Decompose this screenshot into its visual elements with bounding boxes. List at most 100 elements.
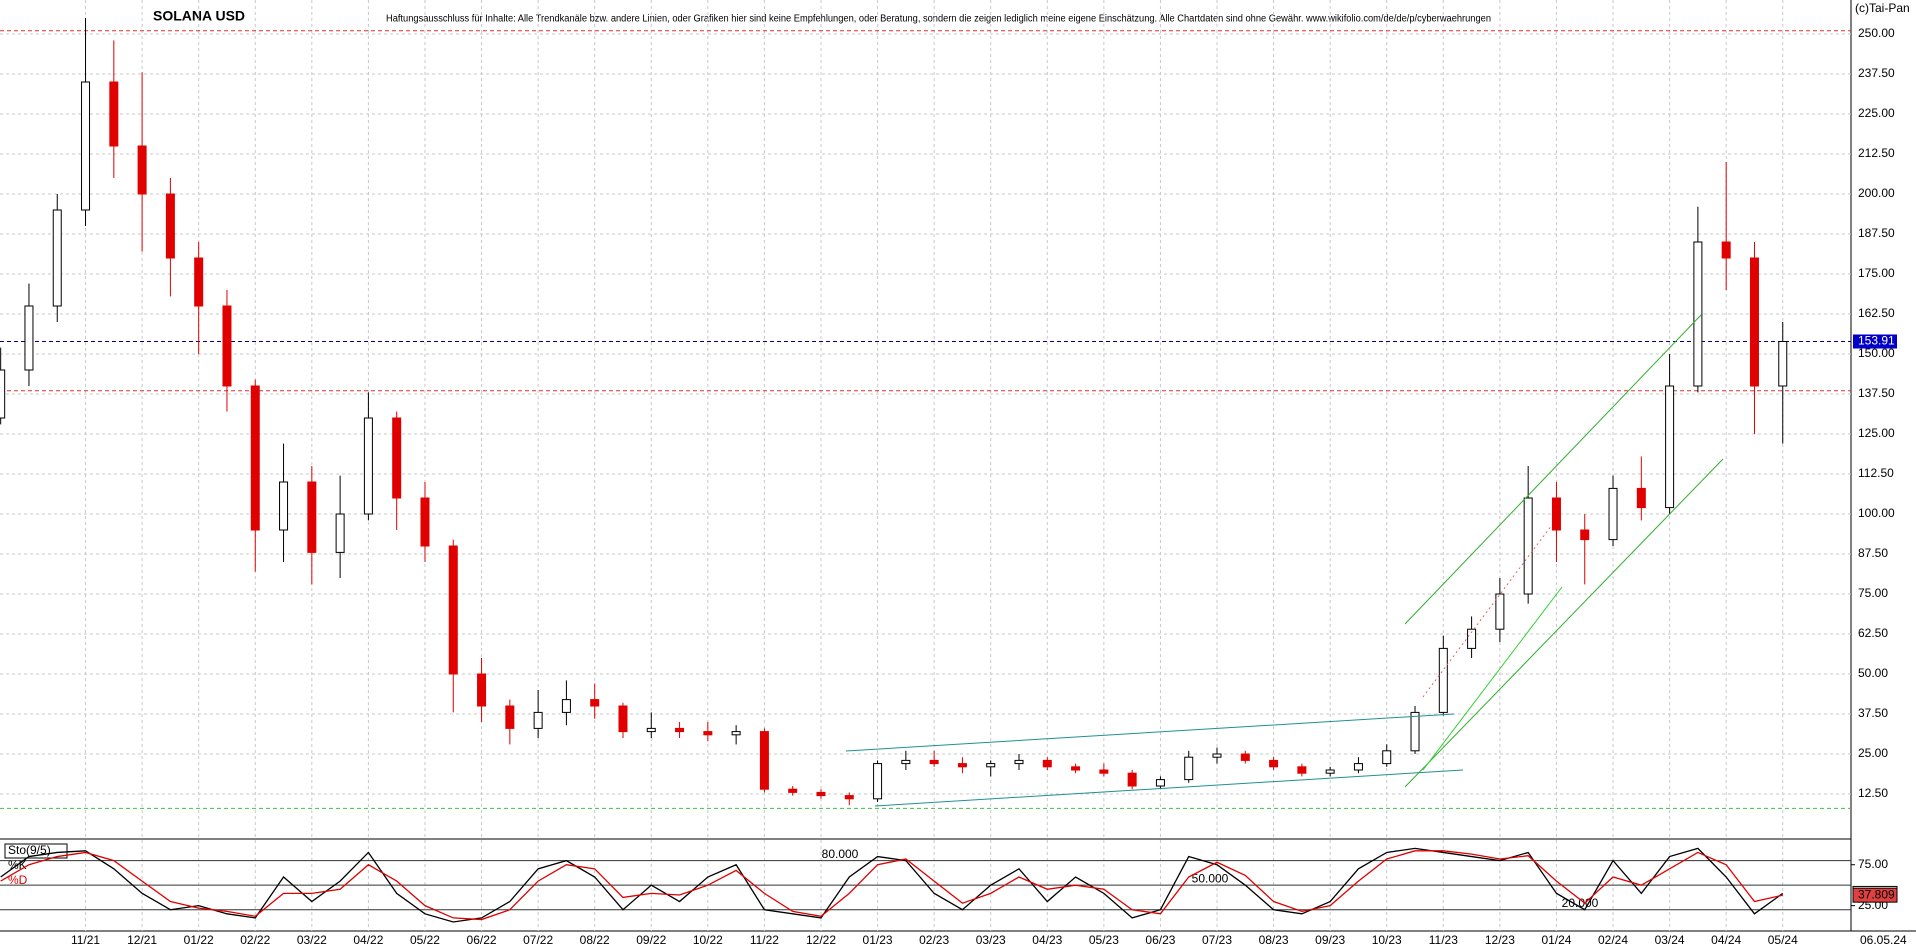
- candle-body: [1269, 759, 1279, 768]
- y-tick-label: 75.00: [1858, 586, 1888, 600]
- candle-body: [477, 673, 487, 707]
- candle-body: [533, 711, 543, 729]
- x-tick-label: 03/23: [976, 933, 1006, 947]
- y-tick-label: 112.50: [1858, 466, 1894, 480]
- x-tick-label: 01/24: [1541, 933, 1571, 947]
- y-tick-label: 75.00: [1858, 857, 1888, 871]
- candle-body: [590, 699, 600, 707]
- candle-body: [1325, 769, 1335, 774]
- candle-body: [1353, 763, 1363, 771]
- candle-body: [929, 759, 939, 765]
- candle-body: [1778, 340, 1788, 387]
- y-tick-label: 37.50: [1858, 706, 1888, 720]
- y-tick-label: 125.00: [1858, 426, 1895, 440]
- candle-body: [1580, 529, 1590, 541]
- last-date: 06.05.24: [1860, 933, 1907, 947]
- candle-body: [816, 791, 826, 797]
- candle-body: [250, 385, 260, 531]
- candle-body: [1749, 257, 1759, 387]
- trend-lines: [845, 314, 1724, 807]
- x-tick-label: 03/22: [297, 933, 327, 947]
- candle-body: [873, 763, 883, 800]
- candle-body: [561, 699, 571, 713]
- y-tick-label: 212.50: [1858, 146, 1895, 160]
- candle-body: [137, 145, 147, 195]
- source: (c)Tai-Pan: [1855, 1, 1910, 15]
- candle-body: [957, 763, 967, 768]
- y-tick-label: 187.50: [1858, 226, 1895, 240]
- y-tick-label: 12.50: [1858, 786, 1888, 800]
- candle-body: [1467, 628, 1477, 649]
- x-tick-label: 12/21: [127, 933, 157, 947]
- candle-body: [1382, 750, 1392, 765]
- candle-body: [335, 513, 345, 553]
- candle-body: [1608, 487, 1618, 541]
- x-tick-label: 10/22: [693, 933, 723, 947]
- legend-label: %D: [8, 873, 28, 887]
- candle-body: [1410, 711, 1420, 752]
- candle-body: [81, 81, 91, 211]
- y-tick-label: 237.50: [1858, 66, 1895, 80]
- x-tick-label: 04/23: [1032, 933, 1062, 947]
- candle-body: [52, 209, 62, 307]
- candle-body: [1693, 241, 1703, 387]
- candle-body: [1665, 385, 1675, 509]
- candle-body: [420, 497, 430, 547]
- y-tick-label: 200.00: [1858, 186, 1895, 200]
- x-tick-label: 08/22: [580, 933, 610, 947]
- candle-body: [1071, 766, 1081, 771]
- x-tick-label: 09/23: [1315, 933, 1345, 947]
- candle-body: [24, 305, 34, 371]
- x-tick-label: 04/24: [1711, 933, 1741, 947]
- candle-body: [194, 257, 204, 307]
- candle-body: [165, 193, 175, 259]
- candle-body: [448, 545, 458, 675]
- trend-line: [1404, 458, 1724, 788]
- candle-body: [1721, 241, 1731, 259]
- trend-line: [1422, 586, 1563, 771]
- x-tick-label: 12/22: [806, 933, 836, 947]
- stoch-line: [0, 850, 1783, 921]
- stoch-line: [0, 847, 1784, 923]
- candle-body: [222, 305, 232, 387]
- x-tick-label: 02/24: [1598, 933, 1628, 947]
- y-tick-label: 25.00: [1858, 746, 1888, 760]
- x-tick-label: 06/22: [467, 933, 497, 947]
- candle-body: [759, 731, 769, 790]
- candle-body: [1184, 756, 1194, 781]
- x-tick-label: 01/23: [863, 933, 893, 947]
- x-tick-label: 08/23: [1259, 933, 1289, 947]
- candle-body: [1014, 759, 1024, 765]
- candle-body: [392, 417, 402, 499]
- y-tick-label: 162.50: [1858, 306, 1895, 320]
- x-tick-label: 04/22: [353, 933, 383, 947]
- candle-body: [901, 759, 911, 765]
- last-price: 153.91: [1858, 334, 1895, 348]
- x-tick-label: 07/23: [1202, 933, 1232, 947]
- candle-body: [505, 705, 515, 729]
- trend-line: [845, 713, 1455, 752]
- last-value-box: [1852, 887, 1898, 903]
- trend-line: [1422, 524, 1553, 698]
- x-tick-label: 05/24: [1768, 933, 1798, 947]
- disclaimer: Haftungsausschluss für Inhalte: Alle Tre…: [386, 14, 1491, 25]
- candle-body: [618, 705, 628, 733]
- x-tick-label: 05/22: [410, 933, 440, 947]
- legend-label: %K: [8, 858, 27, 872]
- x-tick-label: 03/24: [1655, 933, 1685, 947]
- candle-body: [1438, 647, 1448, 713]
- candle-body: [1212, 753, 1222, 758]
- candle-body: [731, 731, 741, 736]
- y-tick-label: 250.00: [1858, 26, 1895, 40]
- last-value: 37.809: [1858, 887, 1895, 901]
- candle-body: [307, 481, 317, 553]
- candle-body: [844, 795, 854, 800]
- y-tick-label: 150.00: [1858, 346, 1895, 360]
- indicator-box: [4, 843, 68, 859]
- y-tick-label: 62.50: [1858, 626, 1888, 640]
- candle-body: [1240, 753, 1250, 761]
- x-tick-label: 05/23: [1089, 933, 1119, 947]
- x-tick-label: 09/22: [636, 933, 666, 947]
- y-tick-label: 137.50: [1858, 386, 1895, 400]
- candle-body: [279, 481, 289, 531]
